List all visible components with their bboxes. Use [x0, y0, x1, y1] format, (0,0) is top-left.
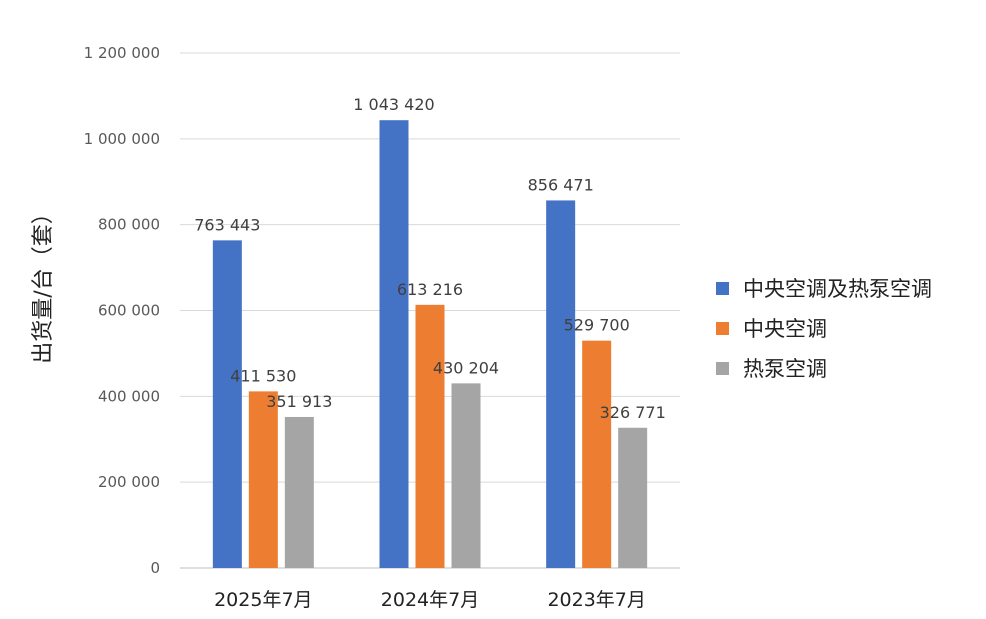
data-label: 529 700 [564, 316, 630, 335]
data-label: 613 216 [397, 280, 463, 299]
data-label: 351 913 [266, 392, 332, 411]
legend-item: 中央空调及热泵空调 [716, 268, 932, 308]
y-tick-label: 800 000 [98, 216, 160, 234]
y-tick-label: 600 000 [98, 302, 160, 320]
y-tick-label: 400 000 [98, 387, 160, 405]
bar [546, 200, 576, 568]
legend-swatch [716, 281, 729, 295]
legend-swatch [716, 321, 729, 335]
bar [451, 383, 481, 568]
data-label: 326 771 [600, 403, 666, 422]
data-label: 411 530 [230, 366, 296, 385]
x-category-label: 2025年7月 [214, 589, 312, 611]
legend-label: 中央空调及热泵空调 [743, 277, 932, 301]
y-tick-label: 200 000 [98, 473, 160, 491]
bars [212, 120, 648, 568]
legend-label: 热泵空调 [743, 357, 827, 381]
data-labels: 763 443 411 530 351 913 1 043 420 613 216 430… [194, 95, 666, 422]
data-label: 1 043 420 [353, 95, 434, 114]
legend-item: 热泵空调 [716, 348, 932, 388]
y-axis-label: 出货量/台（套） [31, 202, 56, 363]
legend-item: 中央空调 [716, 308, 932, 348]
y-axis-ticks: 0 200 000 400 000 600 000 800 000 1 000 000 1 … [84, 44, 160, 577]
x-axis-categories: 2025年7月 2024年7月 2023年7月 [214, 589, 646, 611]
bar [415, 304, 445, 568]
bar [618, 427, 648, 568]
y-tick-label: 1 000 000 [84, 130, 160, 148]
legend-swatch [716, 361, 729, 375]
bar [248, 391, 278, 568]
y-tick-label: 1 200 000 [84, 44, 160, 62]
bar [582, 340, 612, 568]
x-category-label: 2023年7月 [547, 589, 645, 611]
bar [284, 416, 314, 568]
data-label: 856 471 [528, 175, 594, 194]
y-tick-label: 0 [150, 559, 160, 577]
legend-label: 中央空调 [743, 317, 827, 341]
x-category-label: 2024年7月 [381, 589, 479, 611]
data-label: 763 443 [194, 215, 260, 234]
legend: 中央空调及热泵空调 中央空调热泵空调 [716, 268, 932, 388]
bar [379, 120, 409, 568]
data-label: 430 204 [433, 358, 499, 377]
bar [212, 240, 242, 568]
